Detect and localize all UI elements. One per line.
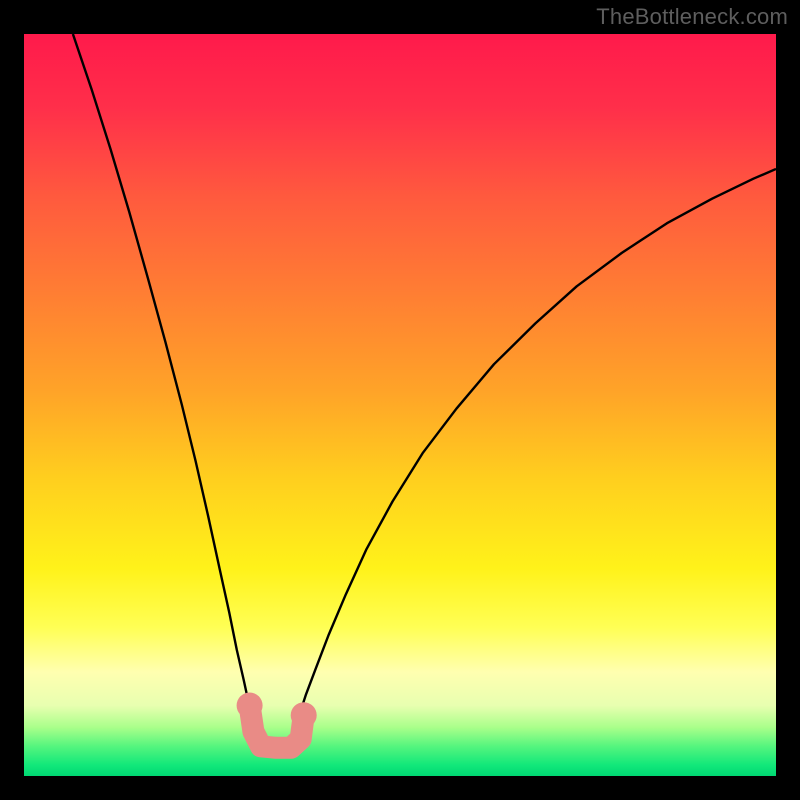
background-gradient: [24, 34, 776, 776]
watermark-text: TheBottleneck.com: [596, 4, 788, 30]
plot-area: [24, 34, 776, 776]
